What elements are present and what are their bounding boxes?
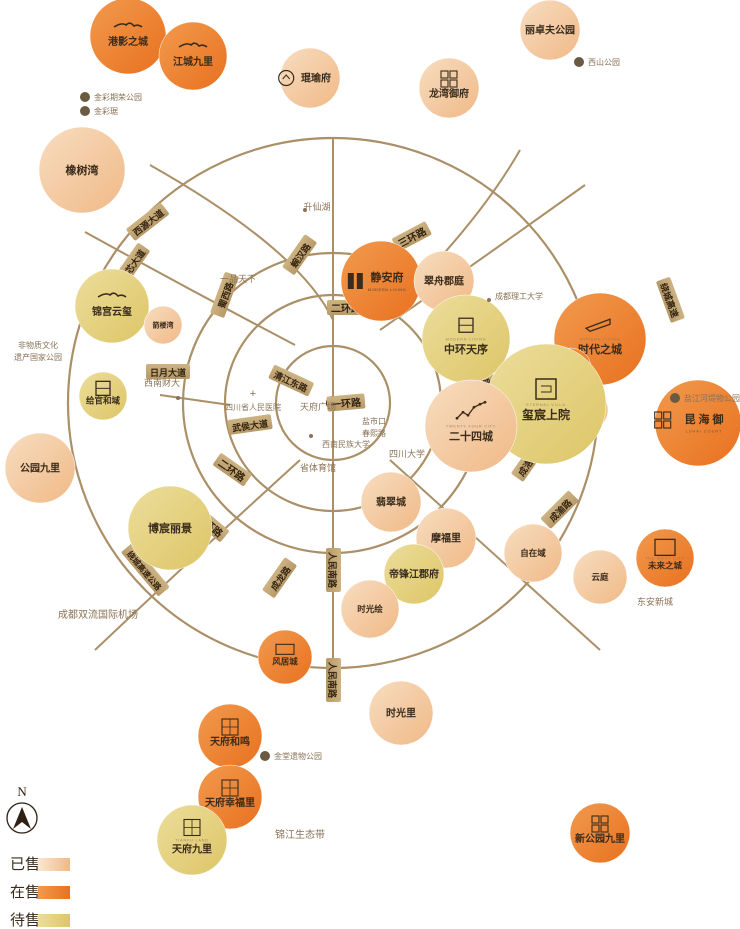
svg-text:已售: 已售 (10, 856, 40, 873)
svg-text:港影之城: 港影之城 (108, 35, 148, 48)
svg-text:江城九里: 江城九里 (173, 55, 213, 68)
svg-text:MODERN LIVING: MODERN LIVING (580, 338, 621, 342)
svg-text:天府和鸣: 天府和鸣 (210, 735, 250, 748)
svg-text:一品天下: 一品天下 (220, 274, 256, 284)
svg-text:金堂遗物公园: 金堂遗物公园 (274, 751, 322, 761)
svg-text:帝锋江郡府: 帝锋江郡府 (389, 568, 439, 581)
svg-text:天府幸福里: 天府幸福里 (205, 796, 255, 809)
svg-text:新公园九里: 新公园九里 (575, 832, 625, 845)
svg-text:MODERN LIVING: MODERN LIVING (368, 287, 407, 292)
svg-text:省体育馆: 省体育馆 (300, 462, 336, 473)
svg-text:丽卓夫公园: 丽卓夫公园 (525, 24, 575, 37)
svg-text:四川省人民医院: 四川省人民医院 (225, 402, 281, 412)
svg-text:翠舟郡庭: 翠舟郡庭 (424, 275, 465, 288)
svg-text:公园九里: 公园九里 (20, 462, 60, 475)
svg-text:LUHAI COURT: LUHAI COURT (686, 429, 723, 433)
svg-text:ETERNAL VILLA: ETERNAL VILLA (526, 403, 565, 407)
svg-text:橡树湾: 橡树湾 (66, 163, 99, 177)
svg-text:春熙路: 春熙路 (362, 428, 386, 438)
svg-text:中环天序: 中环天序 (444, 342, 488, 356)
svg-text:时光绘: 时光绘 (357, 604, 383, 614)
svg-text:琨瑜府: 琨瑜府 (301, 72, 331, 85)
svg-text:自在域: 自在域 (520, 548, 546, 558)
svg-text:在售: 在售 (10, 884, 40, 901)
svg-text:四川大学: 四川大学 (389, 448, 425, 459)
svg-text:金彩琚: 金彩琚 (94, 106, 118, 116)
svg-text:东安新城: 东安新城 (637, 596, 673, 607)
svg-text:天府九里: 天府九里 (172, 843, 212, 856)
svg-text:锦宫云玺: 锦宫云玺 (92, 305, 132, 318)
svg-text:升仙湖: 升仙湖 (303, 201, 330, 212)
svg-text:西山公园: 西山公园 (588, 57, 620, 67)
svg-text:博宸丽景: 博宸丽景 (148, 521, 192, 535)
svg-text:金彩期荣公园: 金彩期荣公园 (94, 92, 142, 102)
svg-text:成都理工大学: 成都理工大学 (495, 291, 543, 301)
svg-text:非物质文化: 非物质文化 (18, 340, 58, 350)
svg-text:+: + (250, 388, 256, 400)
svg-text:成都双流国际机场: 成都双流国际机场 (58, 608, 138, 621)
svg-text:摩福里: 摩福里 (431, 532, 461, 545)
svg-text:盐市口: 盐市口 (362, 416, 386, 426)
svg-text:云庭: 云庭 (591, 572, 609, 582)
svg-text:MODERN LIVING: MODERN LIVING (446, 338, 487, 342)
svg-text:待售: 待售 (10, 912, 40, 929)
svg-text:TIANFU LAND: TIANFU LAND (175, 839, 209, 843)
svg-text:时光里: 时光里 (386, 707, 416, 720)
svg-text:昆 海 御: 昆 海 御 (684, 412, 723, 426)
svg-text:箭楼湾: 箭楼湾 (153, 320, 174, 329)
svg-text:玺宸上院: 玺宸上院 (522, 407, 570, 422)
svg-text:人民南路: 人民南路 (327, 661, 338, 699)
svg-text:人民南路: 人民南路 (327, 551, 338, 589)
svg-text:N: N (17, 784, 27, 799)
svg-text:日月大道: 日月大道 (150, 367, 186, 378)
svg-text:锦江生态带: 锦江生态带 (275, 828, 325, 841)
svg-text:静安府: 静安府 (371, 270, 404, 284)
svg-text:翡翠城: 翡翠城 (376, 496, 406, 509)
svg-text:遗产国家公园: 遗产国家公园 (14, 352, 62, 362)
svg-text:未来之城: 未来之城 (647, 561, 683, 571)
svg-text:TWENTY FOUR CITY: TWENTY FOUR CITY (446, 425, 496, 429)
svg-text:西南财大: 西南财大 (144, 377, 180, 388)
svg-text:西南民族大学: 西南民族大学 (322, 439, 370, 449)
svg-text:风居城: 风居城 (272, 657, 298, 667)
svg-text:盐江河堤物公园: 盐江河堤物公园 (684, 393, 740, 403)
svg-text:龙湾御府: 龙湾御府 (428, 87, 469, 100)
svg-text:天府广场: 天府广场 (300, 401, 336, 412)
svg-text:二十四城: 二十四城 (449, 429, 493, 443)
svg-text:给官和域: 给官和域 (86, 396, 121, 406)
